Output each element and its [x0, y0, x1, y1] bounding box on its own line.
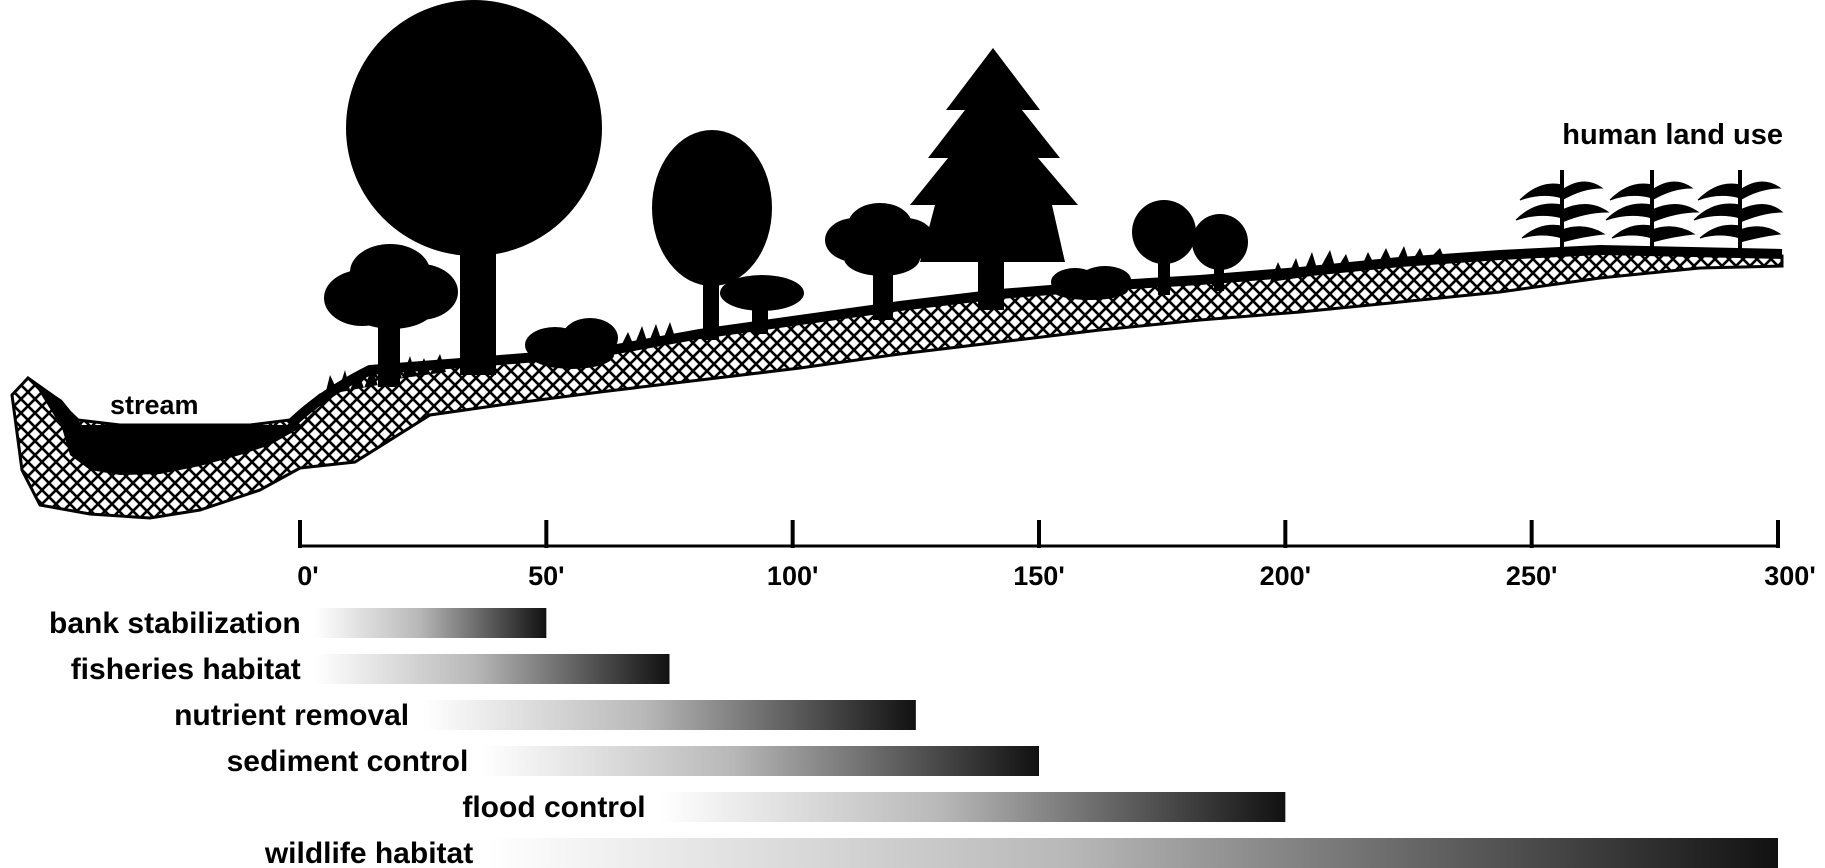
axis-tick-label: 100': [767, 561, 818, 591]
small-round-tree: [324, 244, 458, 387]
twin-trees: [1132, 200, 1248, 295]
soil-cross-section: [10, 244, 1784, 520]
function-bar: [659, 792, 1286, 822]
function-bar: [482, 746, 1040, 776]
crop-plant: [1693, 170, 1784, 254]
conifer-tree: [910, 48, 1078, 310]
riparian-vegetation: [324, 0, 1248, 387]
stream-water: [32, 380, 320, 475]
function-bar-label: sediment control: [227, 745, 469, 778]
mid-round-tree: [825, 203, 935, 320]
function-bar: [423, 700, 916, 730]
function-bar-label: wildlife habitat: [264, 837, 473, 868]
function-bar-label: nutrient removal: [174, 699, 409, 732]
function-bar-label: bank stabilization: [49, 607, 301, 640]
distance-axis: 0' 50' 100' 150' 200' 250' 300': [297, 520, 1816, 591]
axis-tick-label: 200': [1260, 561, 1311, 591]
axis-tick-label: 150': [1013, 561, 1064, 591]
axis-tick-label: 0': [297, 561, 318, 591]
buffer-function-bars: bank stabilization fisheries habitat nutri…: [49, 607, 1778, 868]
axis-tick-label: 250': [1506, 561, 1557, 591]
oval-tree: [652, 130, 772, 340]
soil-layer: [10, 248, 1784, 520]
human-land-use-label: human land use: [1562, 119, 1783, 151]
crop-plants: [1515, 170, 1784, 258]
function-bar-label: flood control: [462, 791, 645, 824]
small-shrub-tree: [720, 275, 804, 334]
function-bar: [314, 608, 547, 638]
axis-tick-label: 50': [528, 561, 564, 591]
axis-tick-label: 300': [1764, 561, 1815, 591]
function-bar: [487, 838, 1778, 868]
shrub: [525, 318, 618, 369]
low-shrub: [1051, 266, 1131, 300]
stream-label: stream: [110, 390, 199, 420]
large-deciduous-tree: [346, 0, 602, 375]
grass: [325, 246, 1446, 395]
crop-plant: [1605, 170, 1700, 256]
function-bar: [314, 654, 670, 684]
function-bar-label: fisheries habitat: [71, 653, 301, 686]
crop-plant: [1515, 170, 1610, 258]
